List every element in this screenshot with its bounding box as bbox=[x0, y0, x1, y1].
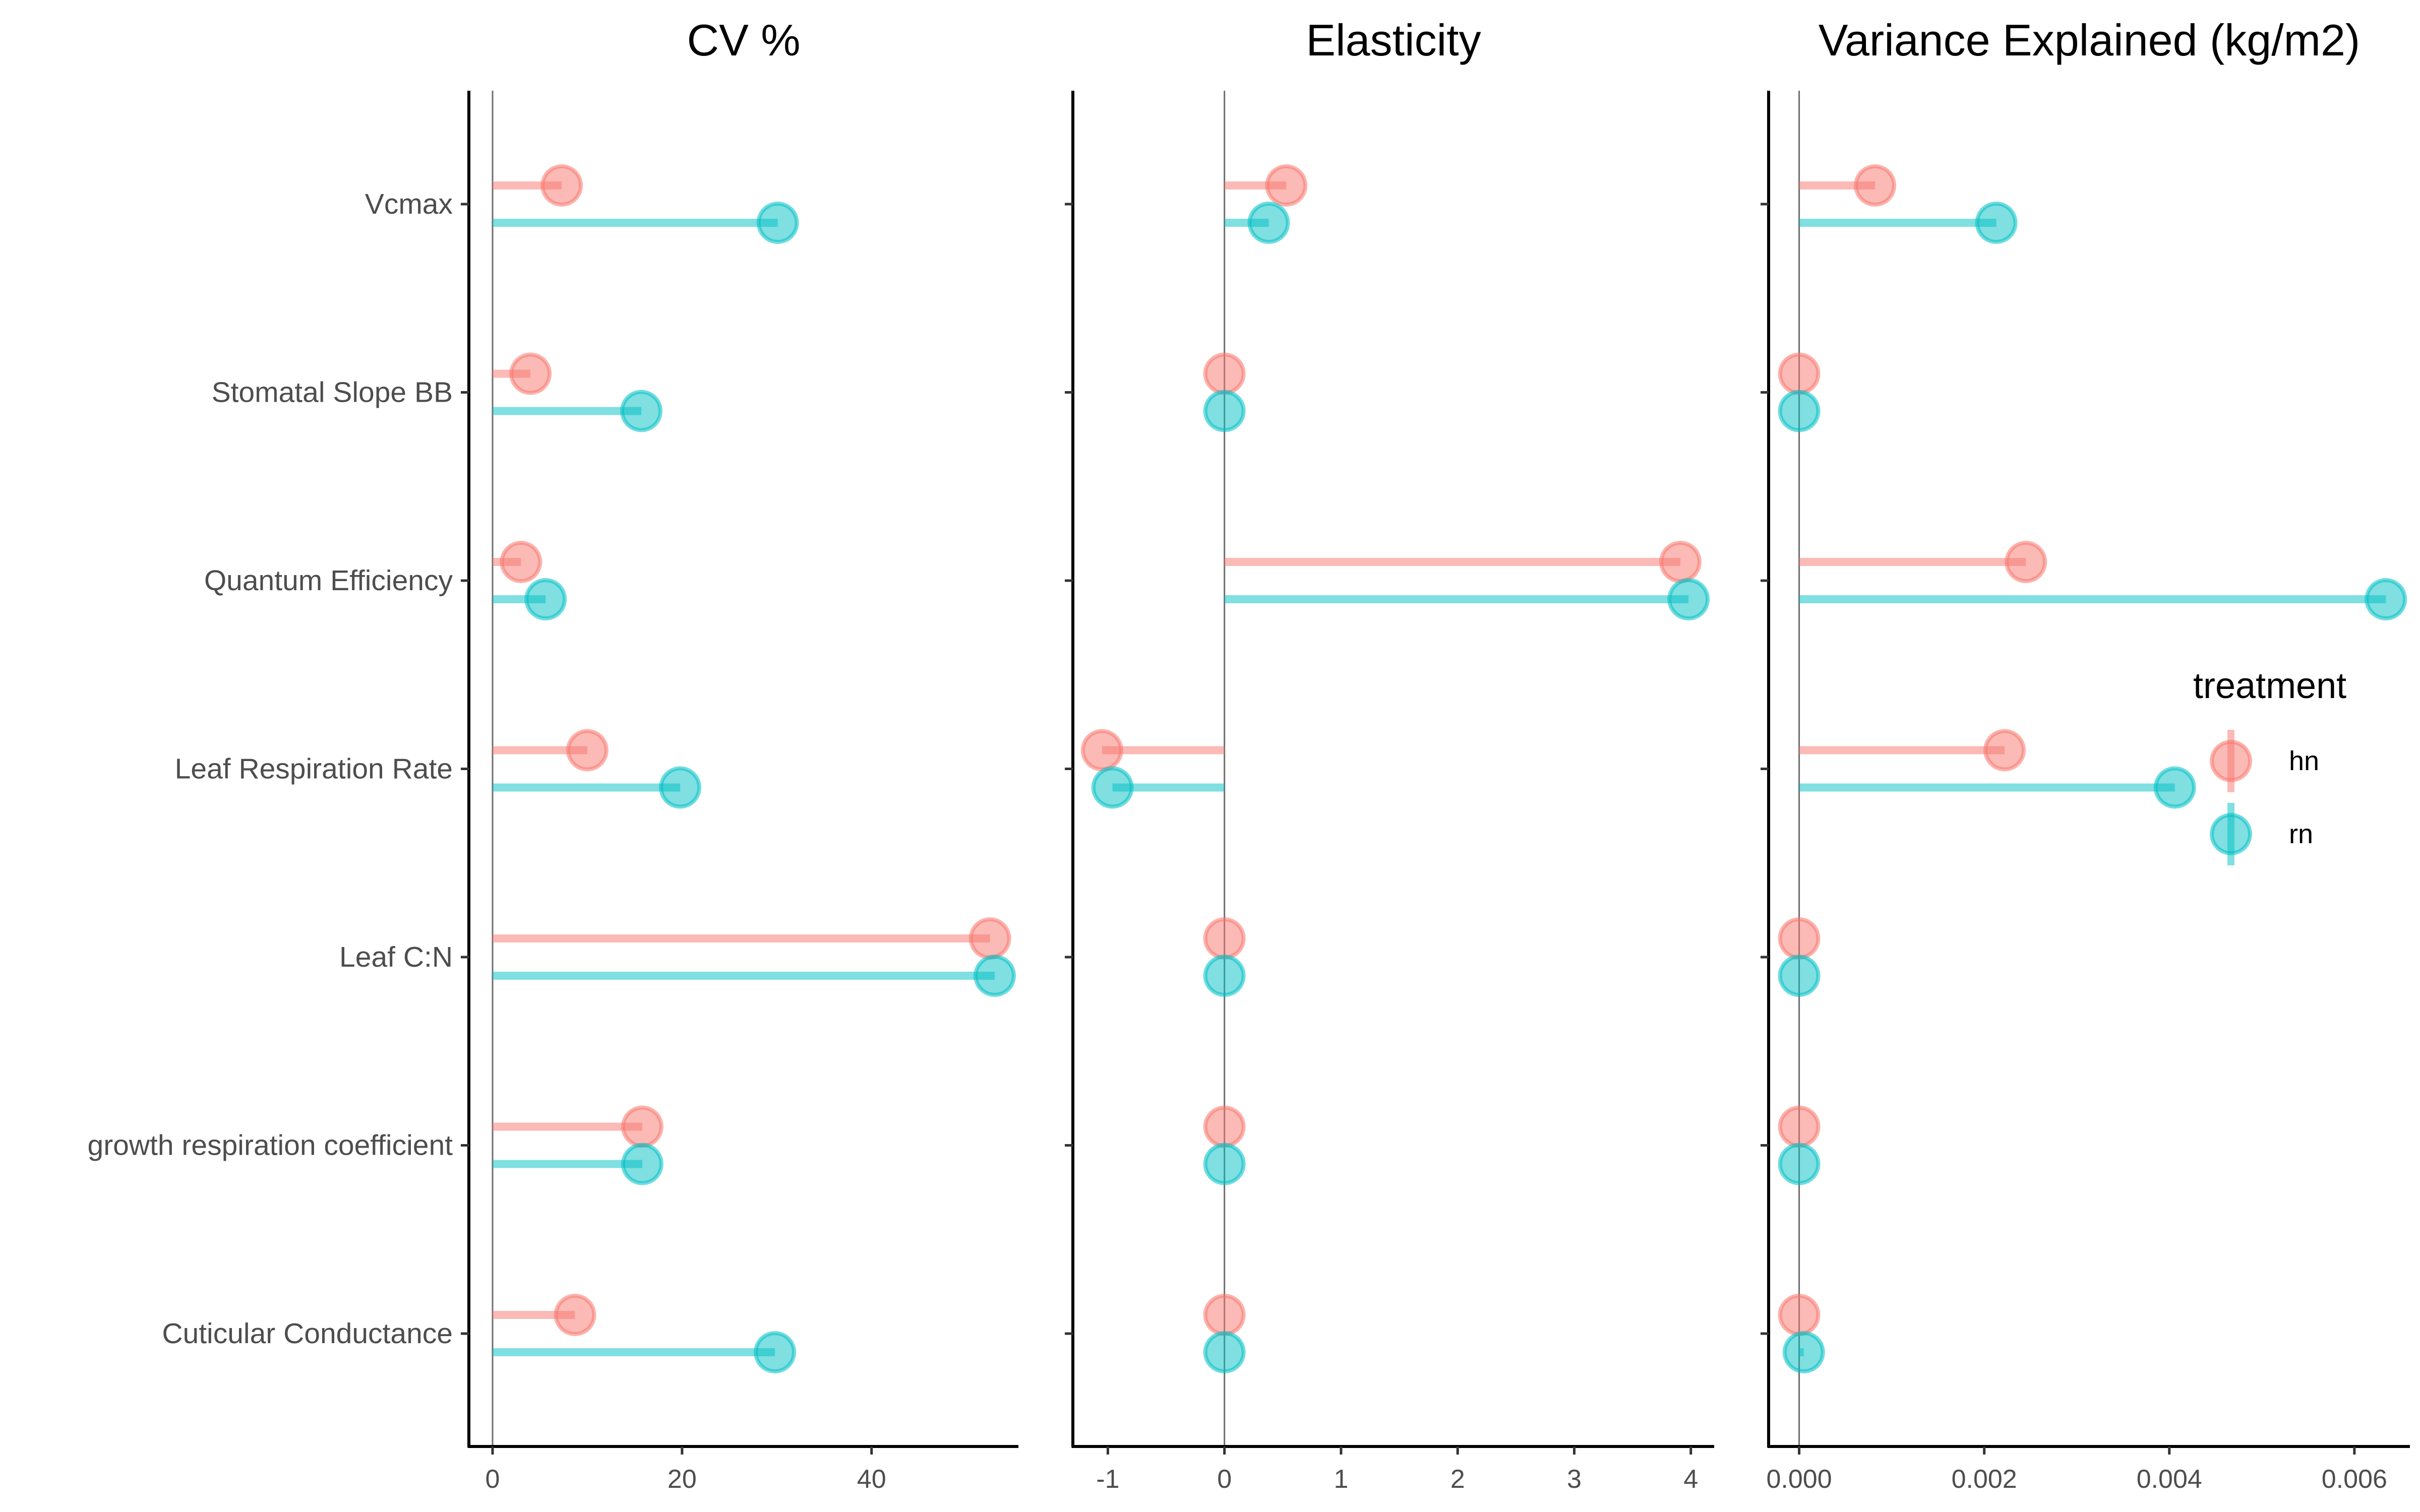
point-cv-hn-leaf-respiration-rate bbox=[566, 729, 609, 772]
legend-entry-hn: hn bbox=[2210, 730, 2319, 792]
x-tick-label-cv-1: 20 bbox=[668, 1465, 697, 1494]
panel-elasticity: Elasticity -1 0 1 2 3 4 bbox=[1065, 15, 1714, 1494]
x-tick-label-elasticity-3: 2 bbox=[1450, 1465, 1465, 1494]
panel-title-variance-explained-kg-m2: Variance Explained (kg/m2) bbox=[1819, 15, 2360, 65]
y-tick-label-vcmax: Vcmax bbox=[365, 188, 453, 220]
y-axis-labels: Vcmax Stomatal Slope BB Quantum Efficiency… bbox=[88, 188, 453, 1350]
x-tick-label-variance-explained-kg-m2-3: 0.006 bbox=[2322, 1465, 2387, 1494]
legend-label-hn: hn bbox=[2289, 746, 2319, 776]
x-tick-label-cv-0: 0 bbox=[486, 1465, 500, 1494]
point-cv-hn-vcmax bbox=[540, 164, 583, 207]
legend-entry-rn: rn bbox=[2210, 803, 2313, 865]
point-cv-rn-quantum-efficiency bbox=[524, 578, 567, 620]
x-tick-label-elasticity-2: 1 bbox=[1334, 1465, 1348, 1494]
point-variance-explained-kg-m2-rn-cuticular-conductance bbox=[1782, 1331, 1825, 1373]
point-variance-explained-kg-m2-rn-leaf-c-n bbox=[1778, 955, 1821, 997]
point-cv-hn-quantum-efficiency bbox=[500, 541, 542, 583]
x-tick-label-variance-explained-kg-m2-2: 0.004 bbox=[2137, 1465, 2202, 1494]
point-elasticity-rn-stomatal-slope-bb bbox=[1203, 390, 1246, 432]
panel-title-elasticity: Elasticity bbox=[1306, 15, 1481, 65]
point-cv-rn-cuticular-conductance bbox=[754, 1331, 797, 1373]
point-elasticity-hn-leaf-c-n bbox=[1203, 917, 1246, 960]
y-tick-label-cuticular-conductance: Cuticular Conductance bbox=[162, 1317, 453, 1350]
y-tick-label-quantum-efficiency: Quantum Efficiency bbox=[204, 564, 453, 597]
legend-title: treatment bbox=[2193, 666, 2346, 706]
point-elasticity-hn-stomatal-slope-bb bbox=[1203, 352, 1246, 395]
panel-cv: CV % 0 20 40 bbox=[461, 15, 1018, 1494]
x-tick-label-cv-2: 40 bbox=[857, 1465, 886, 1494]
point-cv-hn-growth-respiration-coefficient bbox=[621, 1105, 663, 1148]
point-variance-explained-kg-m2-hn-growth-respiration-coefficient bbox=[1778, 1105, 1821, 1148]
point-cv-hn-leaf-c-n bbox=[969, 917, 1011, 960]
point-elasticity-hn-vcmax bbox=[1265, 164, 1308, 207]
legend-key-point-rn bbox=[2210, 813, 2252, 855]
point-cv-rn-leaf-c-n bbox=[974, 955, 1016, 997]
point-elasticity-hn-quantum-efficiency bbox=[1659, 541, 1702, 583]
legend-key-point-hn bbox=[2210, 740, 2252, 782]
y-tick-label-leaf-respiration-rate: Leaf Respiration Rate bbox=[175, 753, 453, 785]
point-variance-explained-kg-m2-hn-cuticular-conductance bbox=[1778, 1294, 1821, 1336]
x-tick-label-elasticity-4: 3 bbox=[1567, 1465, 1582, 1494]
y-tick-label-stomatal-slope-bb: Stomatal Slope BB bbox=[212, 376, 453, 409]
point-cv-rn-leaf-respiration-rate bbox=[659, 766, 702, 809]
y-tick-label-leaf-c-n: Leaf C:N bbox=[339, 941, 453, 973]
point-cv-rn-vcmax bbox=[756, 202, 799, 244]
x-tick-label-elasticity-1: 0 bbox=[1217, 1465, 1232, 1494]
point-variance-explained-kg-m2-hn-quantum-efficiency bbox=[2005, 541, 2047, 583]
point-elasticity-rn-leaf-respiration-rate bbox=[1091, 766, 1134, 809]
x-tick-label-variance-explained-kg-m2-1: 0.002 bbox=[1952, 1465, 2017, 1494]
point-variance-explained-kg-m2-hn-stomatal-slope-bb bbox=[1778, 352, 1821, 395]
x-tick-label-elasticity-5: 4 bbox=[1683, 1465, 1698, 1494]
point-elasticity-rn-growth-respiration-coefficient bbox=[1203, 1143, 1246, 1185]
chart-panels: CV % 0 20 40 Elasticity -1 0 1 2 3 4 Variance Expla… bbox=[461, 15, 2410, 1494]
point-variance-explained-kg-m2-hn-vcmax bbox=[1854, 164, 1897, 207]
point-variance-explained-kg-m2-rn-growth-respiration-coefficient bbox=[1778, 1143, 1821, 1185]
point-cv-hn-cuticular-conductance bbox=[554, 1294, 596, 1336]
point-elasticity-rn-quantum-efficiency bbox=[1667, 578, 1710, 620]
point-elasticity-rn-leaf-c-n bbox=[1203, 955, 1246, 997]
legend-label-rn: rn bbox=[2289, 819, 2313, 849]
point-elasticity-rn-cuticular-conductance bbox=[1203, 1331, 1246, 1373]
x-tick-label-variance-explained-kg-m2-0: 0.000 bbox=[1767, 1465, 1832, 1494]
panel-variance-explained-kg-m2: Variance Explained (kg/m2) 0.000 0.002 0.00… bbox=[1761, 15, 2410, 1494]
point-elasticity-hn-leaf-respiration-rate bbox=[1080, 729, 1123, 772]
y-tick-label-growth-respiration-coefficient: growth respiration coefficient bbox=[88, 1129, 453, 1162]
point-elasticity-hn-cuticular-conductance bbox=[1203, 1294, 1246, 1336]
point-variance-explained-kg-m2-hn-leaf-c-n bbox=[1778, 917, 1821, 960]
point-elasticity-hn-growth-respiration-coefficient bbox=[1203, 1105, 1246, 1148]
point-cv-hn-stomatal-slope-bb bbox=[509, 352, 552, 395]
point-variance-explained-kg-m2-rn-quantum-efficiency bbox=[2365, 578, 2407, 620]
panel-title-cv: CV % bbox=[687, 15, 801, 65]
point-cv-rn-stomatal-slope-bb bbox=[620, 390, 663, 432]
point-cv-rn-growth-respiration-coefficient bbox=[621, 1143, 663, 1185]
point-elasticity-rn-vcmax bbox=[1247, 202, 1290, 244]
x-tick-label-elasticity-0: -1 bbox=[1096, 1465, 1119, 1494]
point-variance-explained-kg-m2-hn-leaf-respiration-rate bbox=[1983, 729, 2026, 772]
legend: treatment hn rn bbox=[2193, 666, 2346, 865]
point-variance-explained-kg-m2-rn-stomatal-slope-bb bbox=[1778, 390, 1821, 432]
point-variance-explained-kg-m2-rn-leaf-respiration-rate bbox=[2153, 766, 2196, 809]
point-variance-explained-kg-m2-rn-vcmax bbox=[1975, 202, 2018, 244]
